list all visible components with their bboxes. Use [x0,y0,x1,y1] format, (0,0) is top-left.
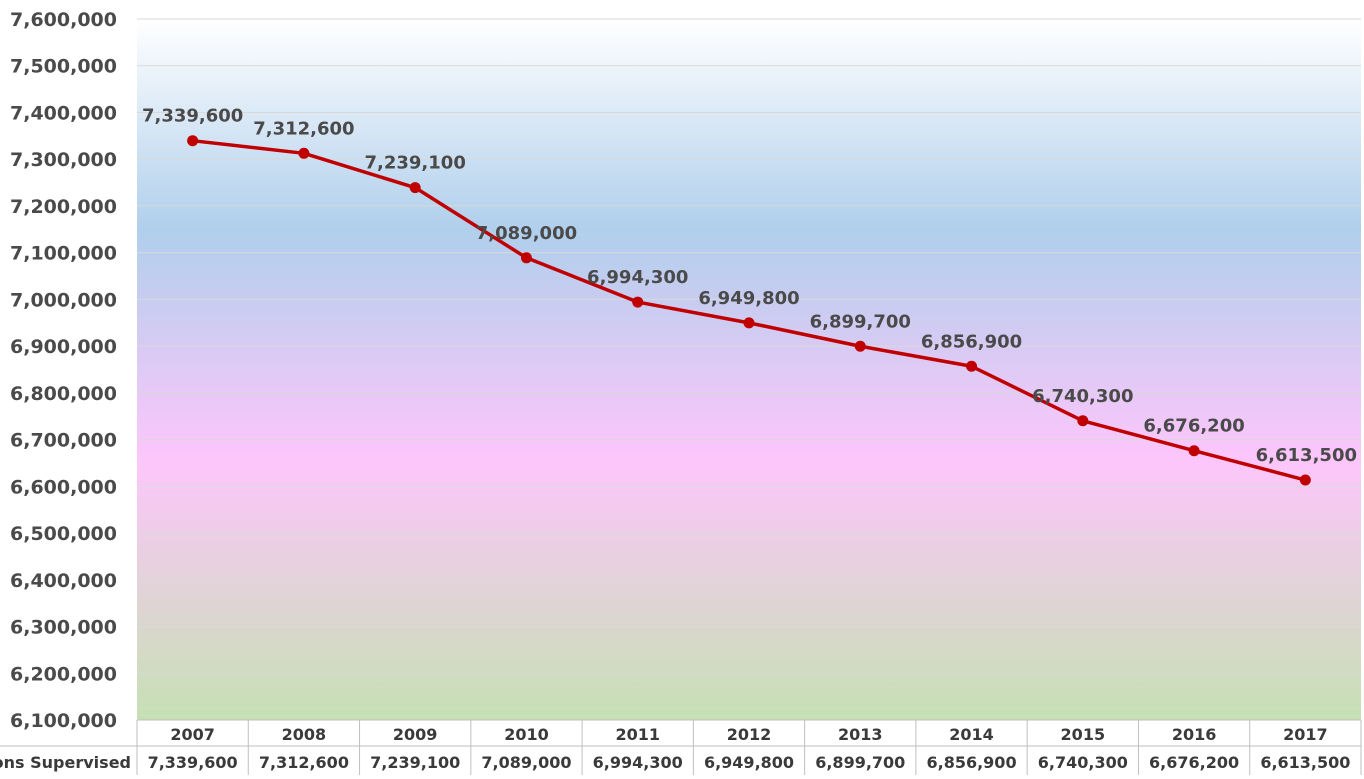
x-category-label: 2016 [1172,725,1217,744]
table-cell-value: 6,899,700 [815,753,905,772]
table-cell-value: 6,949,800 [704,753,794,772]
table-cell-value: 7,339,600 [148,753,238,772]
data-point [743,317,755,329]
x-category-label: 2008 [282,725,327,744]
table-row-label: Persons Supervised [0,753,131,772]
y-tick-label: 6,200,000 [10,663,117,685]
data-labels: 7,339,600 7,312,600 7,239,100 7,089,000 6,99… [142,106,1357,466]
table-cell-value: 7,089,000 [481,753,571,772]
plot-area-background [137,19,1361,720]
data-label: 6,856,900 [921,331,1022,352]
gridlines [137,18,1361,721]
y-axis-tick-labels: 6,100,000 6,200,000 6,300,000 6,400,000 6,50… [10,9,117,732]
table-cell-value: 7,312,600 [259,753,349,772]
y-tick-label: 6,300,000 [10,617,117,639]
x-category-label: 2011 [615,725,660,744]
y-tick-label: 6,600,000 [10,476,117,498]
table-cell-value: 6,613,500 [1260,753,1350,772]
y-tick-label: 6,500,000 [10,523,117,545]
table-cell-value: 6,994,300 [593,753,683,772]
y-tick-label: 6,900,000 [10,336,117,358]
data-label: 6,740,300 [1032,386,1133,407]
data-point [298,147,310,159]
data-table: 2007 2008 2009 2010 2011 2012 2013 2014 2015 2016… [0,719,1362,775]
y-tick-label: 6,700,000 [10,430,117,452]
table-cell-value: 7,239,100 [370,753,460,772]
x-category-label: 2014 [949,725,994,744]
data-label: 7,089,000 [476,223,577,244]
x-category-label: 2007 [170,725,215,744]
x-category-label: 2009 [393,725,438,744]
data-label: 7,239,100 [365,153,466,174]
table-cell-value: 6,740,300 [1038,753,1128,772]
data-point [966,360,978,372]
y-tick-label: 7,500,000 [10,56,117,78]
data-point [1299,474,1311,486]
y-tick-label: 6,100,000 [10,710,117,732]
data-label: 7,312,600 [253,118,354,139]
data-label: 6,994,300 [587,267,688,288]
table-cell-value: 6,856,900 [926,753,1016,772]
y-tick-label: 7,000,000 [10,289,117,311]
data-point [520,252,532,264]
data-label: 6,949,800 [698,288,799,309]
data-label: 6,676,200 [1143,416,1244,437]
y-tick-label: 6,800,000 [10,383,117,405]
y-tick-label: 7,200,000 [10,196,117,218]
data-label: 6,899,700 [810,311,911,332]
data-label: 7,339,600 [142,106,243,127]
y-tick-label: 7,400,000 [10,102,117,124]
y-tick-label: 7,600,000 [10,9,117,31]
table-cell-value: 6,676,200 [1149,753,1239,772]
y-tick-label: 7,100,000 [10,243,117,265]
x-category-label: 2017 [1283,725,1328,744]
x-category-label: 2012 [727,725,772,744]
y-tick-label: 7,300,000 [10,149,117,171]
data-point [409,182,421,194]
data-label: 6,613,500 [1256,445,1357,466]
series-persons-supervised [187,135,1311,486]
x-category-label: 2010 [504,725,549,744]
y-tick-label: 6,400,000 [10,570,117,592]
data-point [1188,445,1200,457]
data-point [1077,415,1089,427]
x-category-label: 2015 [1061,725,1106,744]
data-point [854,340,866,352]
x-category-label: 2013 [838,725,883,744]
data-point [187,135,199,147]
data-point [632,296,644,308]
